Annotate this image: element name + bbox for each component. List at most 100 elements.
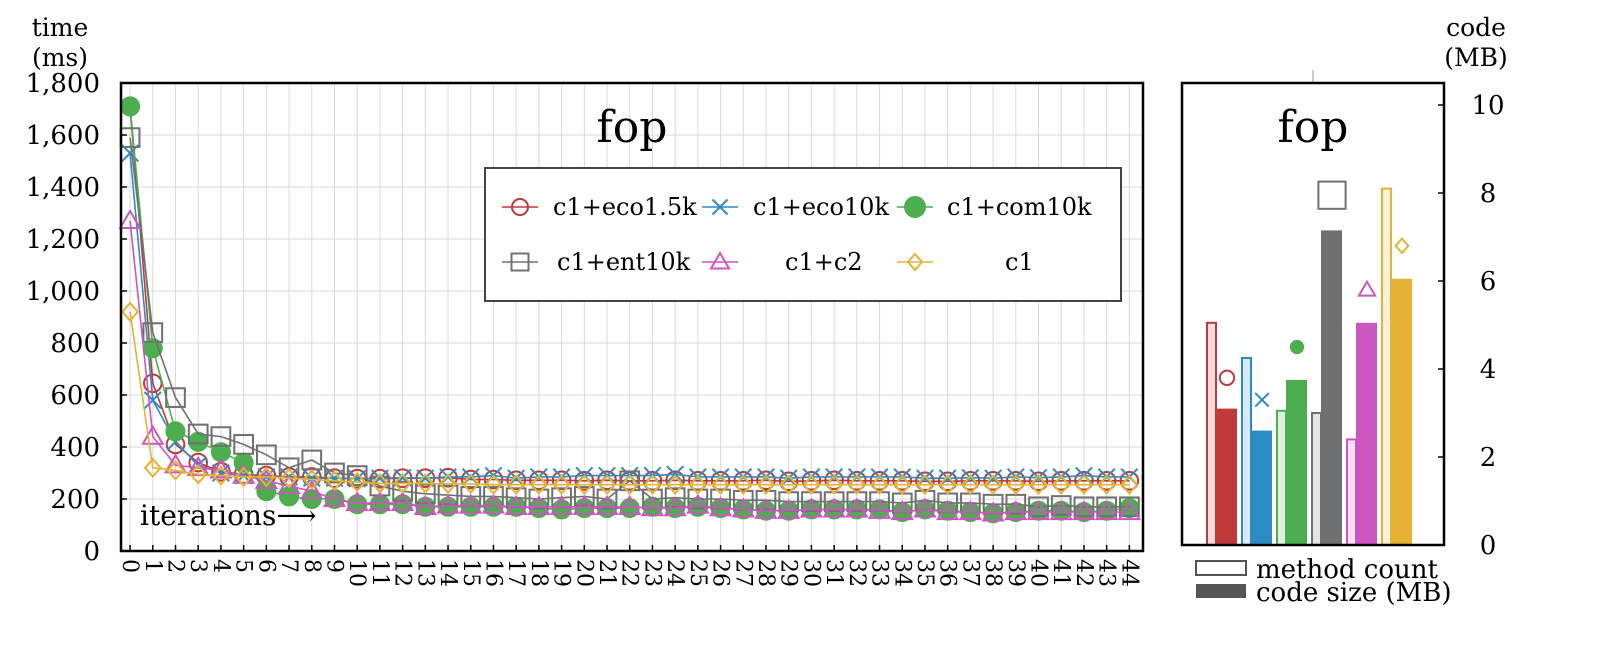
- data-point: [1074, 474, 1093, 496]
- data-point: [120, 96, 141, 117]
- data-point: [756, 470, 776, 491]
- bar-chart-title: fop: [1278, 102, 1349, 153]
- line-chart-x-label: iterations⟶: [140, 499, 316, 532]
- x-tick-label: 42: [1071, 559, 1096, 587]
- x-tick-label: 39: [1003, 559, 1028, 587]
- data-point: [211, 465, 230, 486]
- data-point: [481, 493, 506, 514]
- x-tick-label: 22: [617, 559, 642, 587]
- x-tick-label: 25: [685, 559, 710, 587]
- data-point: [392, 480, 413, 502]
- data-point: [234, 466, 253, 488]
- y-label-line: time: [32, 13, 89, 42]
- series-c1: [121, 301, 1139, 496]
- x-tick-label: 36: [935, 559, 960, 587]
- y-tick-label: 1,600: [26, 121, 100, 151]
- data-point: [233, 434, 254, 455]
- code-size-bar: [1356, 322, 1377, 545]
- legend-label: c1+eco1.5k: [553, 193, 697, 221]
- x-tick-label: 34: [889, 559, 914, 587]
- data-point: [143, 391, 162, 410]
- legend-item-code-size: code size (MB): [1196, 578, 1452, 608]
- data-point: [300, 479, 324, 500]
- data-point: [961, 474, 980, 496]
- x-tick-label: 21: [594, 559, 619, 587]
- data-point: [960, 471, 981, 491]
- data-point: [188, 452, 209, 473]
- bar-marker: [1317, 180, 1347, 210]
- data-point: [1097, 474, 1116, 496]
- code-size-bar: [1321, 230, 1342, 545]
- y-tick-label: 1,200: [26, 225, 100, 255]
- data-point: [390, 491, 415, 512]
- x-tick-label: 17: [503, 559, 528, 587]
- method-count-bar: [1241, 357, 1252, 546]
- series-c1-c2: [118, 208, 1142, 522]
- data-point: [867, 498, 892, 519]
- data-point: [983, 471, 1003, 491]
- bar-group-c1-eco10k: [1241, 357, 1272, 546]
- code-size-bar: [1391, 278, 1412, 545]
- data-point: [618, 494, 642, 515]
- bar-group-c1: [1381, 187, 1412, 546]
- data-point: [549, 494, 574, 515]
- data-point: [393, 473, 412, 494]
- legend-label: c1+c2: [785, 248, 863, 276]
- legend-swatch-solid: [1196, 584, 1246, 598]
- data-point: [189, 463, 208, 485]
- x-tick-label: 0: [117, 559, 142, 573]
- bar-chart-y-label: code (MB): [1444, 13, 1507, 72]
- data-point: [302, 469, 321, 490]
- data-point: [1073, 496, 1095, 518]
- data-point: [754, 498, 778, 519]
- data-point: [1051, 471, 1072, 491]
- y-tick-label: 200: [50, 485, 100, 515]
- legend-item-c1-eco1-5k: c1+eco1.5k: [502, 193, 697, 221]
- data-point: [325, 470, 344, 492]
- bar-group-c1-com10k: [1276, 339, 1307, 546]
- data-point: [1006, 474, 1025, 496]
- data-point: [1052, 474, 1071, 496]
- bar-marker: [1218, 369, 1236, 386]
- data-point: [664, 487, 686, 509]
- x-tick-label: 9: [321, 559, 346, 573]
- data-point: [324, 462, 345, 484]
- data-point: [915, 474, 935, 496]
- data-point: [666, 465, 685, 484]
- legend-marker: [906, 252, 924, 272]
- legend-swatch-outline: [1195, 560, 1247, 576]
- data-point: [552, 474, 571, 496]
- legend-marker: [711, 198, 729, 216]
- data-point: [1028, 471, 1049, 492]
- y-tick-label: 1,800: [26, 69, 100, 99]
- method-count-bar: [1206, 321, 1217, 546]
- data-point: [504, 494, 528, 515]
- data-point: [256, 481, 277, 502]
- data-point: [165, 387, 186, 408]
- data-point: [1004, 500, 1028, 521]
- data-point: [437, 484, 459, 506]
- data-point: [368, 491, 392, 512]
- data-point: [869, 471, 890, 491]
- data-point: [620, 474, 639, 496]
- bar-chart-frame: [1180, 81, 1446, 547]
- data-point: [527, 494, 551, 515]
- data-point: [597, 474, 617, 496]
- x-tick-label: 10: [344, 559, 369, 587]
- x-tick-label: 28: [753, 559, 778, 587]
- line-chart-title: fop: [597, 102, 668, 153]
- bar-marker: [1254, 392, 1270, 408]
- x-tick-label: 20: [571, 559, 596, 587]
- data-point: [845, 497, 869, 518]
- data-point: [459, 493, 483, 514]
- data-point: [280, 467, 299, 489]
- data-point: [1026, 500, 1051, 521]
- data-point: [688, 474, 707, 496]
- data-point: [1117, 500, 1142, 521]
- line-chart-x-ticks: 0123456789101112131415161718192021222324…: [117, 545, 1141, 587]
- legend-label: c1+com10k: [947, 193, 1092, 221]
- data-point: [187, 423, 209, 445]
